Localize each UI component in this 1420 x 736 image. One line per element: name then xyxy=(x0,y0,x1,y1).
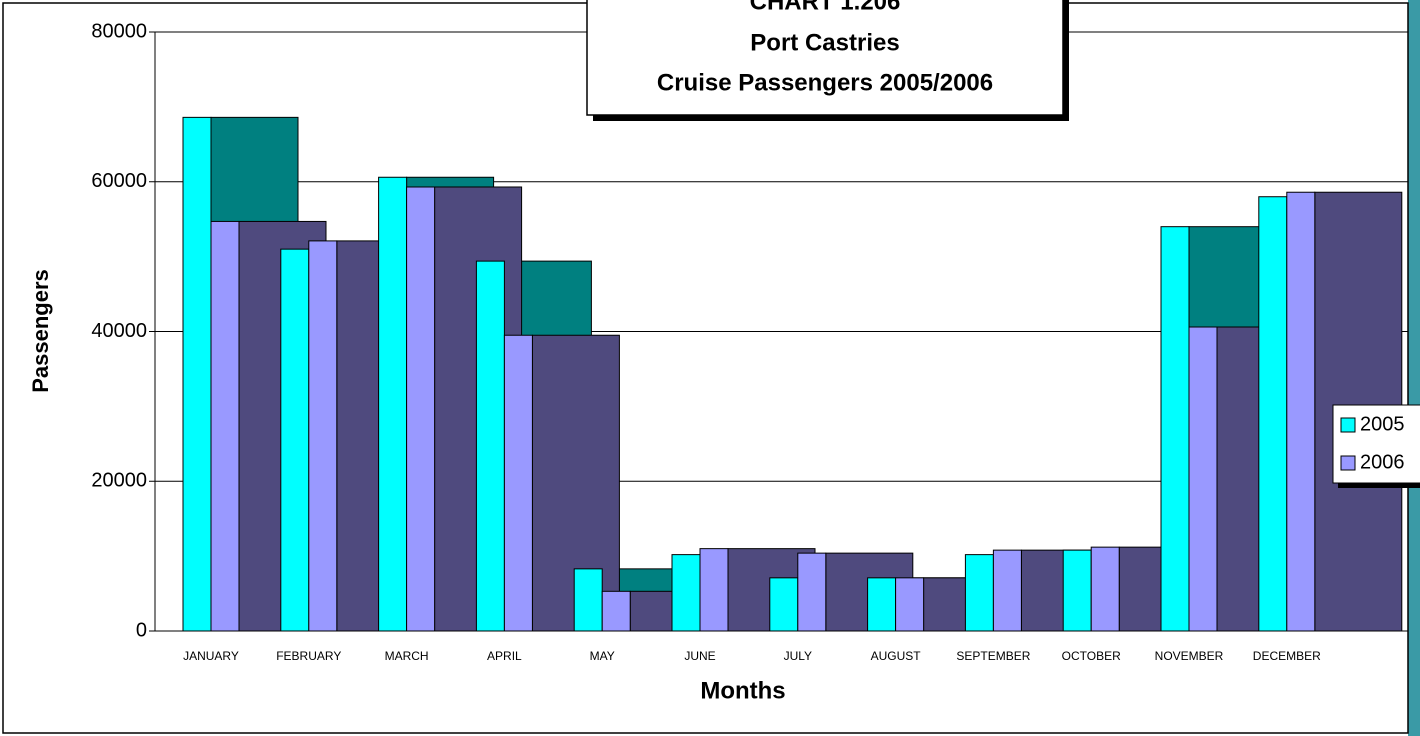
bar xyxy=(797,552,827,632)
x-tick-label: DECEMBER xyxy=(1253,649,1321,663)
bar xyxy=(671,554,701,632)
legend-swatch xyxy=(1340,455,1356,471)
y-tick-label: 60000 xyxy=(91,170,147,192)
x-tick-label: JULY xyxy=(784,649,812,663)
bar xyxy=(769,577,799,632)
chart-title: CHART 1.206 xyxy=(750,0,901,15)
legend-swatch xyxy=(1340,417,1356,433)
bar xyxy=(406,186,436,632)
bar xyxy=(1258,196,1288,632)
legend-label: 2006 xyxy=(1360,451,1405,473)
x-tick-label: APRIL xyxy=(487,649,522,663)
x-axis-title: Months xyxy=(700,677,785,704)
side-strip xyxy=(1408,0,1420,736)
y-axis-title: Passengers xyxy=(28,269,53,393)
bar xyxy=(964,554,994,632)
chart-title: Cruise Passengers 2005/2006 xyxy=(657,69,993,96)
x-tick-label: JANUARY xyxy=(183,649,239,663)
bar xyxy=(378,176,408,632)
x-tick-label: AUGUST xyxy=(871,649,922,663)
bar xyxy=(1286,191,1316,632)
bar xyxy=(503,334,533,632)
y-tick-label: 80000 xyxy=(91,20,147,42)
x-tick-label: JUNE xyxy=(684,649,715,663)
bar xyxy=(182,116,212,632)
plot xyxy=(155,31,1408,632)
x-tick-label: SEPTEMBER xyxy=(956,649,1030,663)
x-tick-label: OCTOBER xyxy=(1062,649,1121,663)
bar xyxy=(308,240,338,632)
bar xyxy=(280,248,310,632)
bar xyxy=(867,577,897,632)
bar xyxy=(1090,546,1120,632)
x-tick-label: MAY xyxy=(590,649,615,663)
bar xyxy=(601,590,631,632)
x-tick-label: FEBRUARY xyxy=(276,649,341,663)
title-box xyxy=(586,0,1064,116)
bar xyxy=(992,549,1022,632)
bar xyxy=(1160,226,1190,632)
bar xyxy=(895,577,925,632)
bar xyxy=(699,548,729,632)
bar xyxy=(1188,326,1218,632)
bar xyxy=(475,260,505,632)
legend: 2005 2006 xyxy=(1332,404,1420,488)
bar xyxy=(1062,549,1092,632)
y-tick-label: 20000 xyxy=(91,470,147,492)
bar xyxy=(210,220,240,632)
legend-label: 2005 xyxy=(1360,413,1405,435)
chart-title: Port Castries xyxy=(750,29,899,56)
x-tick-label: NOVEMBER xyxy=(1155,649,1224,663)
x-tick-label: MARCH xyxy=(385,649,429,663)
bar xyxy=(573,568,603,632)
y-tick-label: 40000 xyxy=(91,320,147,342)
y-tick-label: 0 xyxy=(136,619,147,641)
